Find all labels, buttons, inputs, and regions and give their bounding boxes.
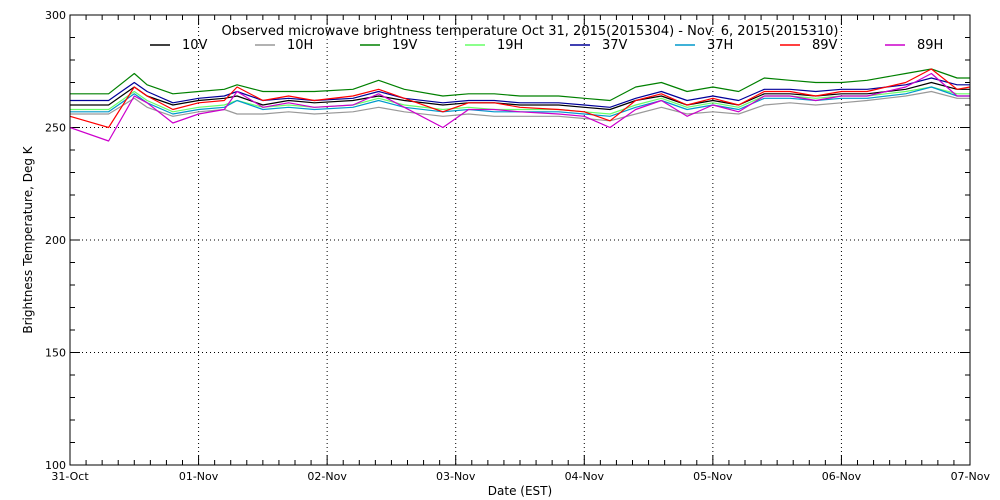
legend-label-89h: 89H xyxy=(917,38,943,53)
x-tick-label: 04-Nov xyxy=(565,470,605,483)
legend-label-37h: 37H xyxy=(707,38,733,53)
x-tick-label: 31-Oct xyxy=(51,470,89,483)
x-tick-label: 03-Nov xyxy=(436,470,476,483)
series-line-89v xyxy=(69,68,971,129)
legend-label-10v: 10V xyxy=(182,38,208,53)
series-line-89h xyxy=(69,72,970,142)
legend: 10V 10H 19V 19H 37V 37H 89V 89H xyxy=(150,38,943,53)
series-line-19v xyxy=(70,68,970,102)
tick-labels: 100 150 200 250 300 31-Oct 01-Nov 02-Nov 03-Nov 0… xyxy=(45,9,990,483)
legend-label-10h: 10H xyxy=(287,38,313,53)
series-line-10h xyxy=(70,90,970,122)
x-axis-title: Date (EST) xyxy=(488,484,552,498)
legend-label-19v: 19V xyxy=(392,38,418,53)
x-tick-label: 06-Nov xyxy=(822,470,862,483)
x-tick-label: 05-Nov xyxy=(693,470,733,483)
legend-label-89v: 89V xyxy=(812,38,838,53)
legend-label-19h: 19H xyxy=(497,38,523,53)
series-line-19h xyxy=(70,86,970,115)
y-tick-label: 200 xyxy=(45,234,66,247)
series-line-37v xyxy=(70,77,970,108)
series-line-10v xyxy=(70,81,970,111)
y-tick-label: 300 xyxy=(45,9,66,22)
y-tick-label: 100 xyxy=(45,459,66,472)
plot-frame xyxy=(69,14,971,466)
x-tick-label: 02-Nov xyxy=(307,470,347,483)
y-tick-label: 150 xyxy=(45,347,66,360)
grid-lines xyxy=(70,15,970,465)
y-tick-label: 250 xyxy=(45,122,66,135)
x-tick-label: 07-Nov xyxy=(951,470,991,483)
axis-ticks xyxy=(69,14,971,466)
series-lines xyxy=(69,68,971,142)
y-axis-title: Brightness Temperature, Deg K xyxy=(21,145,35,333)
x-tick-label: 01-Nov xyxy=(179,470,219,483)
legend-label-37v: 37V xyxy=(602,38,628,53)
chart-title: Observed microwave brightness temperatur… xyxy=(222,24,839,39)
